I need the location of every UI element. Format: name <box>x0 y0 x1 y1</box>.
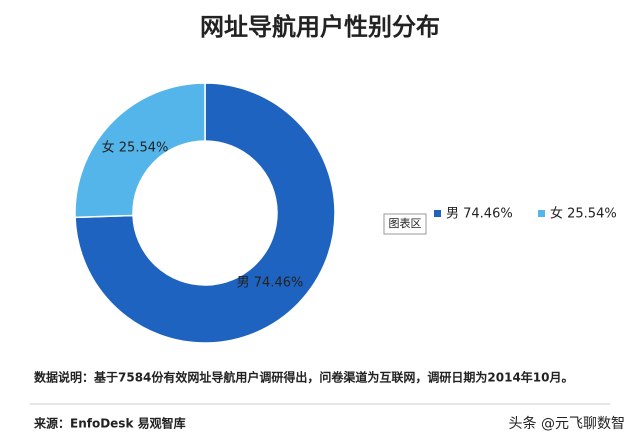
legend-swatch <box>538 210 545 217</box>
legend-label: 男 74.46% <box>446 207 513 222</box>
legend-swatch <box>434 210 441 217</box>
chart-area-tag <box>383 213 427 235</box>
slice <box>74 82 206 219</box>
watermark: 头条 @元飞聊数智 <box>509 415 625 432</box>
slice <box>74 82 336 344</box>
source: 来源：EnfoDesk 易观智库 <box>33 416 186 431</box>
note: 数据说明：基于7584份有效网址导航用户调研得出，问卷渠道为互联网，调研日期为2… <box>34 370 574 385</box>
chart-area-label: 图表区 <box>389 216 422 230</box>
data-label: 女 25.54% <box>102 140 169 156</box>
chart-title: 网址导航用户性别分布 <box>200 13 440 41</box>
legend-label: 女 25.54% <box>550 206 617 222</box>
data-label: 男 74.46% <box>237 276 304 291</box>
